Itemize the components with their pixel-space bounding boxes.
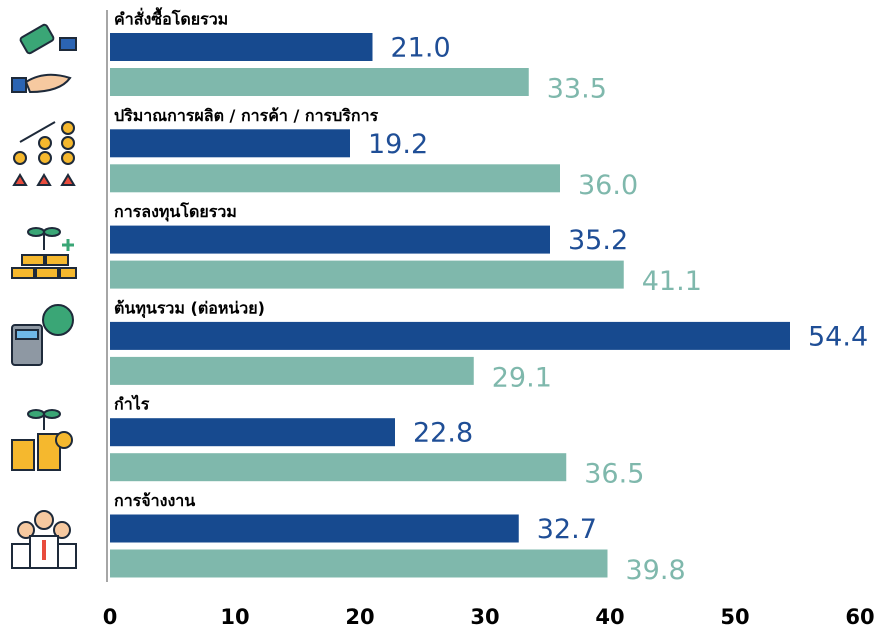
bar: [110, 549, 608, 578]
icon-calculator-bag: [11, 304, 74, 366]
bar: [110, 225, 550, 254]
x-tick-label: 50: [720, 605, 749, 629]
bar: [110, 164, 560, 193]
category-label: กำไร: [114, 395, 150, 414]
value-label: 54.4: [808, 321, 868, 352]
category-label: ปริมาณการผลิต / การค้า / การบริการ: [114, 106, 379, 125]
x-tick-label: 60: [845, 605, 874, 629]
bar: [110, 68, 529, 96]
value-label: 29.1: [492, 362, 552, 393]
category-label: คำสั่งซื้อโดยรวม: [114, 7, 228, 29]
icon-hand-money: [11, 23, 77, 94]
value-label: 32.7: [537, 514, 597, 545]
bar: [110, 321, 790, 350]
icon-coins-growth: [12, 121, 76, 186]
value-label: 22.8: [413, 418, 473, 449]
category-label: การจ้างงาน: [114, 491, 195, 510]
icons: [11, 23, 77, 569]
value-label: 33.5: [547, 74, 607, 105]
bar: [110, 418, 395, 447]
x-tick-label: 30: [470, 605, 499, 629]
bar: [110, 453, 567, 482]
value-label: 21.0: [391, 33, 451, 64]
icon-gold-plant: [11, 227, 77, 279]
value-label: 36.0: [578, 170, 638, 201]
category-label: ต้นทุนรวม (ต่อหน่วย): [114, 298, 265, 318]
value-label: 35.2: [568, 225, 628, 256]
value-label: 36.5: [584, 459, 644, 490]
bar: [110, 33, 373, 61]
x-tick-label: 0: [103, 605, 118, 629]
x-tick-label: 40: [595, 605, 624, 629]
bar: [110, 260, 624, 289]
x-tick-label: 20: [345, 605, 374, 629]
value-label: 39.8: [626, 555, 686, 586]
x-tick-label: 10: [220, 605, 249, 629]
bar: [110, 514, 519, 543]
bar: [110, 356, 474, 385]
value-label: 41.1: [642, 266, 702, 297]
bar: [110, 129, 350, 158]
value-label: 19.2: [368, 129, 428, 160]
icon-profit-coins: [11, 409, 73, 471]
icon-people: [11, 510, 77, 569]
category-label: การลงทุนโดยรวม: [114, 201, 237, 222]
